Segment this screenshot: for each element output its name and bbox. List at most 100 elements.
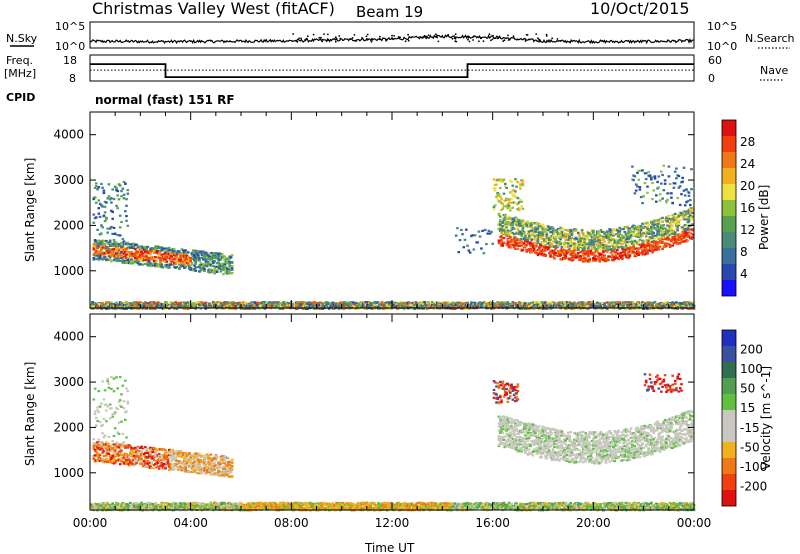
power-cell: [122, 180, 126, 183]
power-cell: [526, 220, 530, 223]
power-cell: [437, 305, 440, 308]
power-cell: [677, 224, 681, 227]
power-cell: [157, 253, 161, 256]
sky-noise-point: [326, 39, 329, 42]
power-cell: [116, 207, 119, 210]
sky-noise-point: [378, 38, 381, 41]
power-cell: [212, 254, 215, 257]
power-cell: [164, 258, 167, 261]
power-cell: [135, 250, 138, 253]
power-cell: [212, 264, 215, 268]
sky-noise-point: [447, 33, 450, 36]
power-cell: [553, 249, 556, 252]
power-cell: [493, 187, 497, 190]
power-cell: [644, 172, 648, 175]
power-cell: [92, 305, 96, 308]
power-cell: [566, 230, 570, 233]
power-cell: [558, 232, 561, 235]
power-cell: [90, 304, 93, 307]
power-cell: [110, 254, 113, 257]
power-cell: [132, 301, 136, 304]
power-cell: [121, 244, 125, 248]
power-cell: [646, 251, 649, 254]
power-cell: [111, 232, 114, 235]
power-cell: [136, 305, 140, 308]
power-cell: [409, 307, 413, 310]
power-cell: [107, 250, 111, 253]
power-cell: [563, 251, 566, 254]
power-cell: [110, 247, 113, 250]
power-cell: [101, 205, 104, 208]
power-cell: [117, 249, 121, 252]
power-cell: [115, 186, 118, 189]
power-cell: [587, 252, 590, 255]
power-cell: [131, 252, 135, 256]
sky-noise-point: [488, 33, 491, 36]
power-cell: [507, 221, 511, 224]
power-cell: [517, 232, 521, 235]
power-cell: [666, 220, 669, 223]
power-cell: [92, 248, 96, 251]
power-cell: [122, 252, 126, 255]
power-cell: [589, 233, 593, 236]
power-cell: [687, 235, 691, 238]
power-cell: [668, 245, 672, 248]
power-cell: [526, 242, 530, 245]
power-cell: [105, 201, 108, 204]
power-cell: [618, 232, 622, 235]
power-cell: [155, 247, 158, 250]
power-cell: [582, 254, 585, 257]
power-cell: [516, 181, 520, 184]
power-cell: [617, 257, 620, 260]
power-cell: [559, 242, 562, 245]
power-cell: [110, 252, 113, 255]
power-cell: [666, 218, 669, 221]
power-cell: [368, 301, 371, 304]
power-cell: [621, 256, 624, 260]
power-cell: [569, 244, 572, 247]
power-cell: [330, 302, 333, 305]
power-cell: [671, 201, 674, 204]
power-cell: [163, 247, 166, 250]
power-cell: [179, 258, 182, 261]
power-cell: [660, 182, 663, 185]
power-cell: [605, 245, 609, 248]
power-cell: [327, 302, 331, 306]
power-cell: [582, 260, 585, 263]
sky-noise-point: [507, 34, 509, 37]
power-cell: [584, 259, 588, 262]
power-cell: [115, 248, 118, 251]
power-cell: [402, 305, 405, 308]
power-cell: [360, 306, 364, 309]
power-cell: [213, 271, 216, 274]
power-cell: [584, 258, 588, 261]
power-cell: [653, 223, 657, 226]
power-cell: [351, 301, 355, 304]
power-cell: [667, 215, 671, 218]
power-cell: [556, 249, 560, 253]
power-cell: [594, 234, 598, 237]
sky-noise-point: [366, 39, 369, 41]
power-cell: [452, 303, 455, 306]
sky-noise-point: [304, 38, 307, 41]
power-cell: [103, 303, 107, 306]
power-cell: [689, 212, 692, 215]
power-cell: [650, 176, 653, 179]
power-cell: [558, 242, 561, 245]
sky-noise-point: [537, 37, 539, 40]
power-cell: [566, 242, 570, 245]
power-cell: [662, 224, 666, 227]
power-cell: [605, 248, 609, 251]
power-cell: [597, 255, 600, 258]
power-cell: [677, 186, 681, 189]
power-cell: [609, 251, 613, 254]
power-cell: [687, 215, 691, 218]
power-cell: [97, 186, 101, 189]
power-cell: [105, 257, 108, 260]
power-cell: [667, 237, 671, 240]
power-cell: [529, 244, 532, 247]
power-cell: [190, 263, 194, 266]
power-cell: [553, 234, 556, 237]
power-cell: [98, 243, 102, 246]
